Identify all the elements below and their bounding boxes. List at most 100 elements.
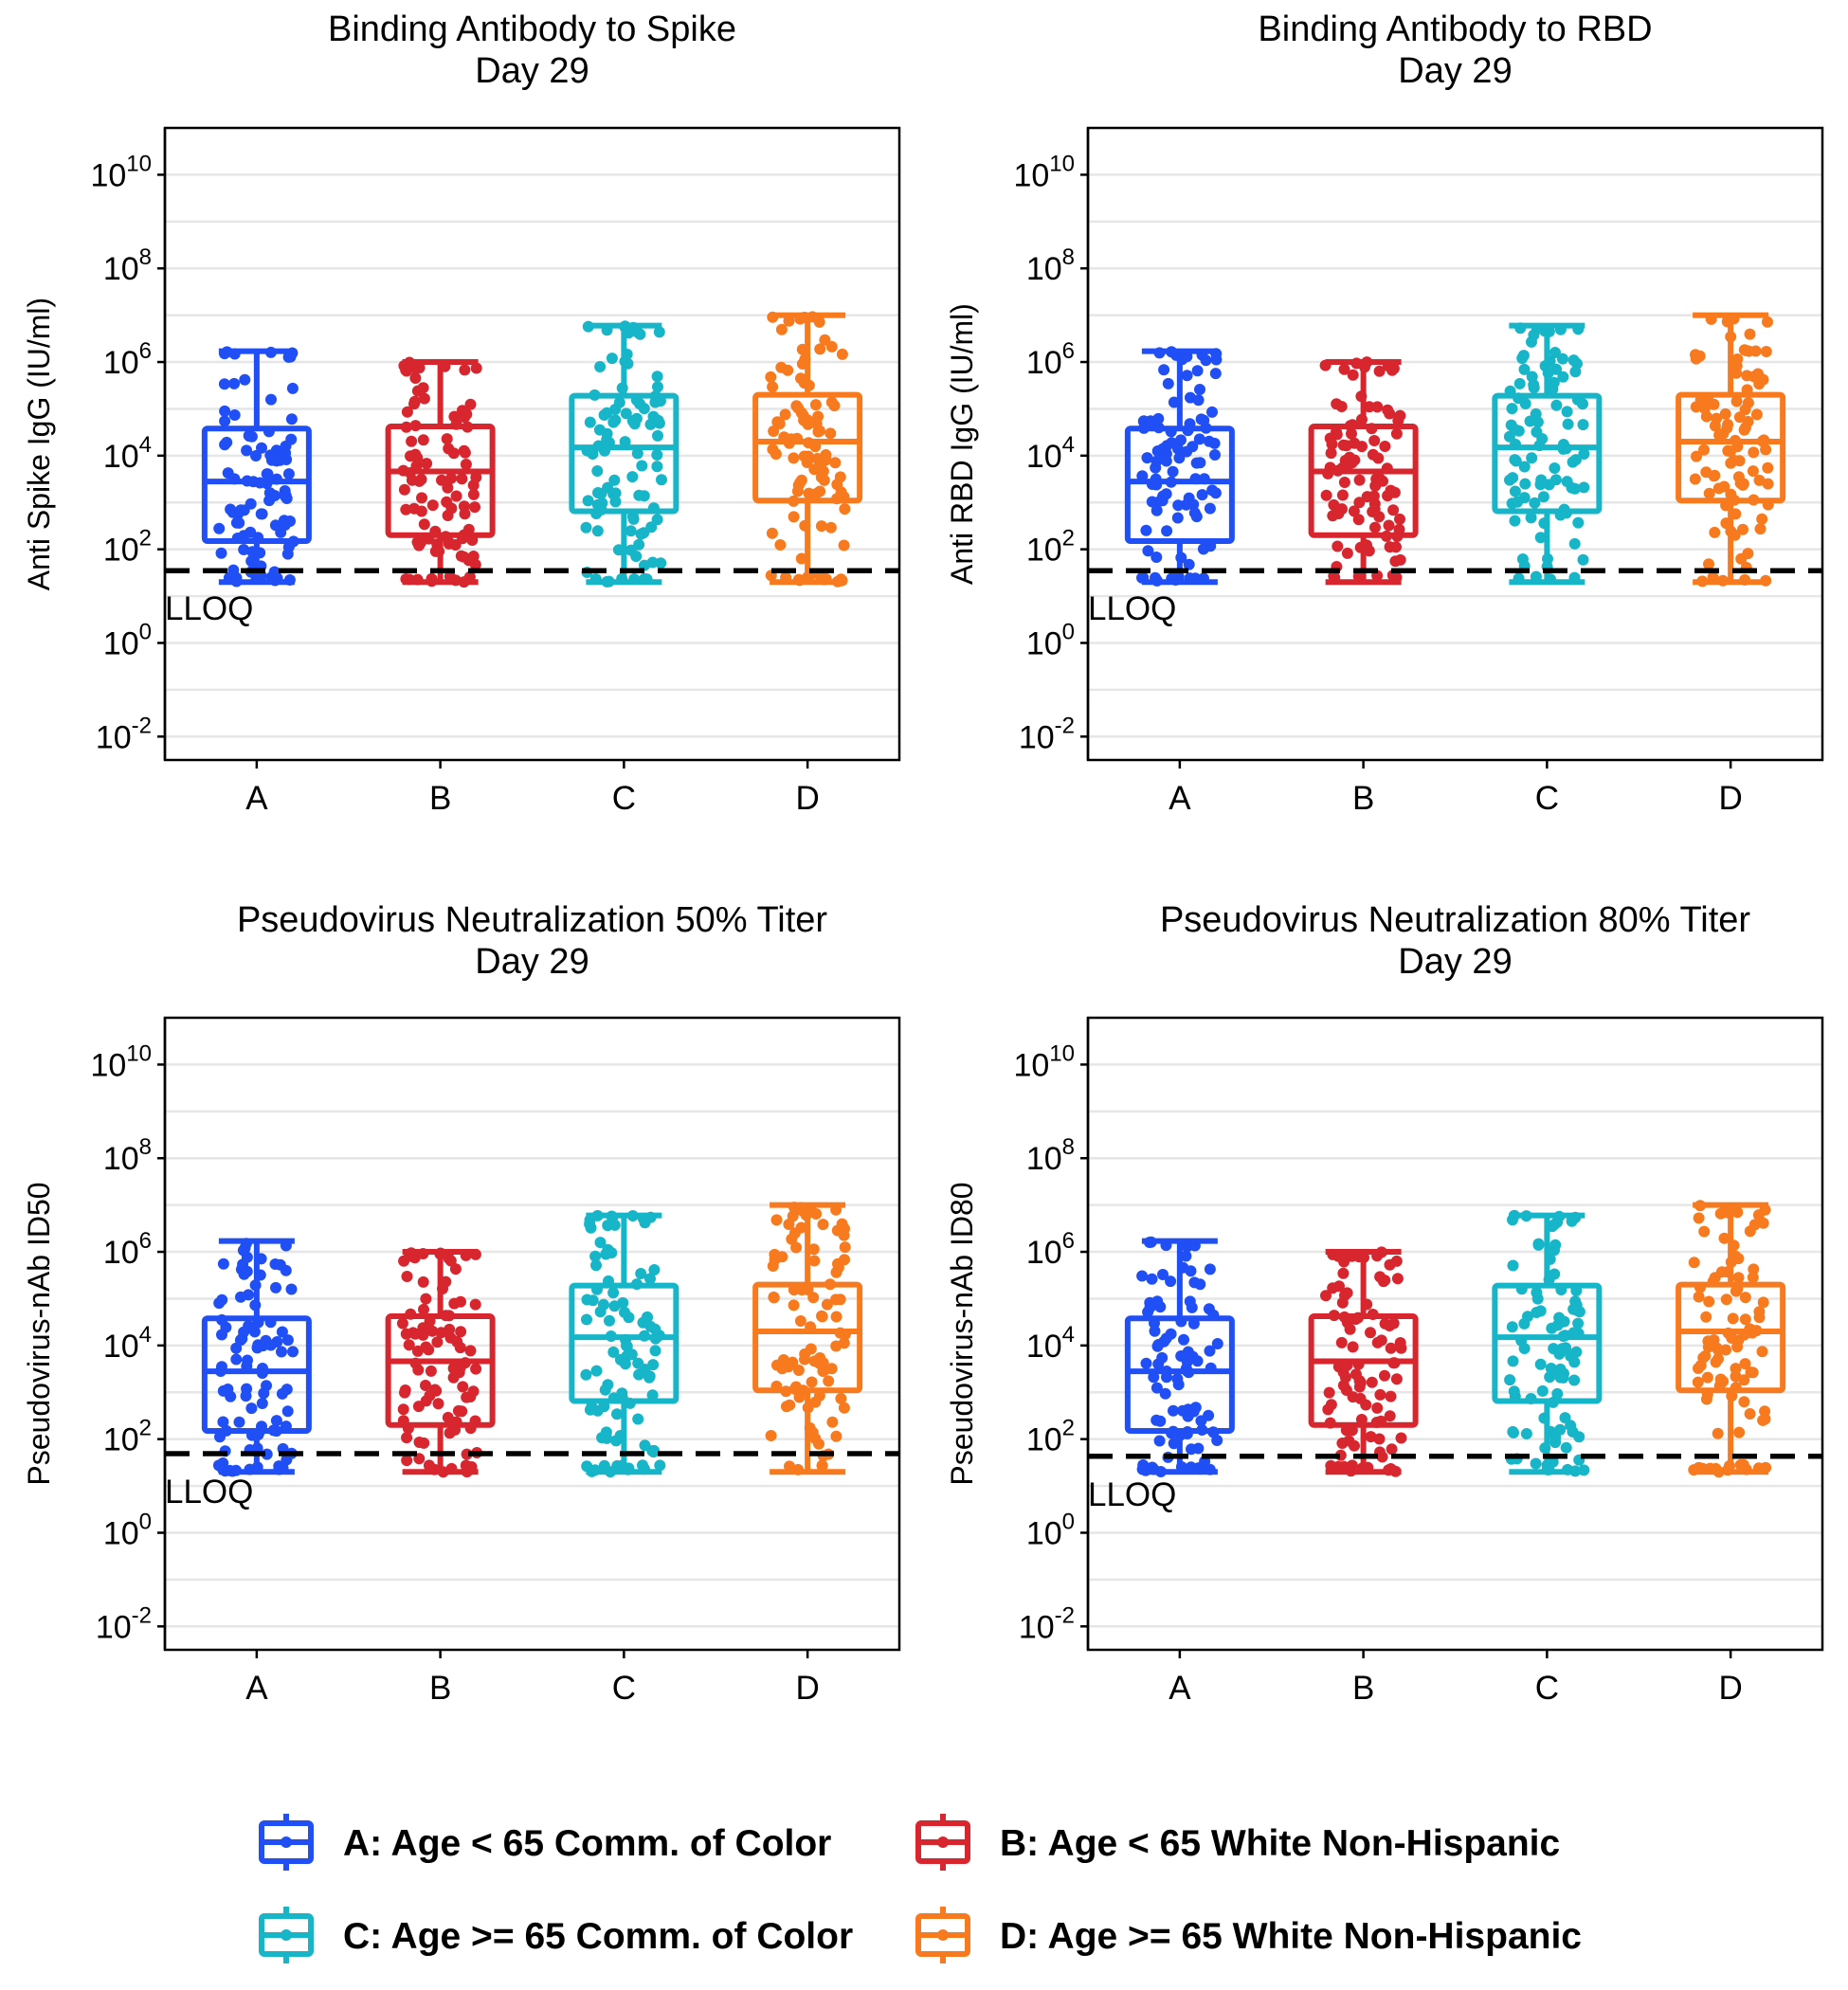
x-tick-label: A — [1169, 1670, 1191, 1707]
data-point — [788, 1299, 800, 1312]
data-point — [1561, 476, 1573, 488]
data-point — [1526, 452, 1538, 464]
data-point — [1754, 523, 1766, 535]
data-point — [1720, 1294, 1732, 1306]
data-point — [444, 1255, 457, 1267]
data-point — [1505, 419, 1517, 431]
data-point — [787, 1356, 799, 1368]
y-tick-label: 102 — [103, 526, 152, 569]
data-point — [765, 371, 777, 383]
data-point — [448, 1297, 461, 1310]
data-point — [233, 1416, 245, 1428]
data-point — [1750, 408, 1763, 421]
data-point — [1363, 545, 1375, 557]
data-point — [238, 1268, 250, 1280]
data-point — [1518, 1343, 1531, 1354]
data-point — [1395, 1342, 1407, 1354]
data-point — [654, 1459, 666, 1472]
data-point — [213, 522, 226, 534]
x-tick-label: D — [1718, 1670, 1742, 1707]
box-d — [752, 1202, 863, 1475]
data-point — [1142, 545, 1154, 557]
y-axis-label: Anti RBD IgG (IU/ml) — [945, 303, 979, 585]
data-point — [1158, 452, 1170, 464]
data-point — [1756, 513, 1768, 525]
data-point — [1703, 558, 1714, 570]
data-point — [1753, 1312, 1766, 1324]
data-point — [444, 1323, 456, 1335]
data-point — [1549, 1268, 1561, 1280]
data-point — [1348, 505, 1360, 517]
data-point — [639, 1217, 651, 1229]
data-point — [636, 460, 648, 472]
data-point — [1373, 1433, 1386, 1445]
data-point — [248, 1326, 261, 1338]
data-point — [651, 461, 663, 473]
data-point — [1322, 1403, 1334, 1416]
data-point — [1332, 540, 1344, 552]
data-point — [1567, 1303, 1580, 1315]
data-point — [1347, 1341, 1359, 1353]
legend-point — [937, 1929, 949, 1941]
data-point — [604, 1314, 615, 1327]
y-tick-label: 1010 — [90, 151, 152, 193]
data-point — [1180, 1250, 1192, 1262]
data-point — [1700, 1311, 1712, 1323]
data-point — [1578, 481, 1590, 494]
data-point — [1703, 487, 1715, 499]
y-tick-label: 100 — [1026, 619, 1075, 661]
data-point — [1151, 1295, 1164, 1308]
data-point — [285, 413, 298, 425]
data-point — [808, 1255, 821, 1267]
data-point — [1361, 491, 1373, 503]
data-point — [810, 1208, 823, 1220]
data-point — [441, 496, 453, 508]
data-point — [281, 1384, 293, 1396]
iqr-box — [201, 1315, 312, 1434]
data-point — [423, 1459, 435, 1472]
iqr-box — [1492, 1282, 1603, 1404]
data-point — [589, 1250, 602, 1262]
data-point — [250, 450, 262, 461]
data-point — [1757, 1217, 1769, 1229]
data-point — [1733, 411, 1746, 424]
data-point — [595, 487, 607, 499]
data-point — [1547, 383, 1559, 395]
data-point — [620, 407, 632, 420]
data-point — [1739, 1313, 1751, 1326]
data-point — [644, 418, 657, 430]
data-point — [1167, 465, 1179, 478]
data-point — [1507, 1425, 1519, 1438]
data-point — [599, 1384, 611, 1396]
data-point — [1211, 1435, 1223, 1446]
legend-key-b — [915, 1814, 970, 1871]
data-point — [403, 1339, 415, 1351]
data-point — [1209, 368, 1222, 380]
data-point — [1730, 395, 1743, 407]
data-point — [580, 1368, 592, 1381]
data-point — [1749, 345, 1762, 357]
data-point — [611, 1408, 623, 1420]
data-point — [1531, 416, 1544, 428]
iqr-box — [1308, 424, 1419, 538]
data-point — [1152, 412, 1165, 425]
data-point — [1369, 521, 1381, 534]
y-tick-label: 104 — [103, 432, 152, 475]
data-point — [1181, 370, 1193, 382]
data-point — [1567, 354, 1580, 367]
data-point — [1730, 1285, 1742, 1297]
data-point — [1323, 1386, 1335, 1399]
data-point — [1531, 1287, 1543, 1298]
x-tick-label: A — [1169, 780, 1191, 817]
data-point — [591, 525, 604, 537]
data-point — [1344, 451, 1355, 463]
data-point — [1698, 443, 1710, 456]
data-point — [420, 1341, 432, 1353]
data-point — [584, 416, 596, 428]
data-point — [268, 490, 281, 501]
data-point — [1702, 1335, 1714, 1348]
data-point — [584, 1218, 596, 1230]
data-point — [609, 487, 622, 499]
data-point — [1712, 1353, 1724, 1365]
